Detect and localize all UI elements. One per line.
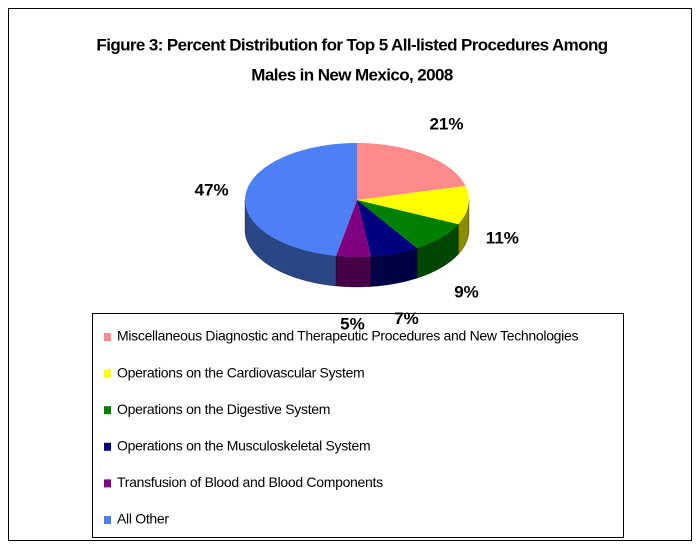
slice	[357, 200, 459, 249]
data-label: 7%	[394, 309, 419, 328]
slice	[357, 143, 466, 200]
chart-title: Males in New Mexico, 2008	[251, 65, 453, 84]
slice	[357, 185, 469, 225]
legend-swatch	[104, 333, 111, 341]
legend-label: Operations on the Digestive System	[117, 401, 330, 417]
legend-swatch	[104, 369, 111, 378]
legend-label: Transfusion of Blood and Blood Component…	[117, 474, 383, 490]
legend-label: Operations on the Musculoskeletal System	[117, 438, 370, 454]
legend-label: Miscellaneous Diagnostic and Therapeutic…	[117, 328, 578, 344]
slice	[245, 143, 357, 256]
slice	[336, 200, 372, 257]
data-label: 11%	[486, 228, 519, 247]
data-label: 21%	[429, 114, 463, 133]
data-label: 47%	[195, 181, 229, 200]
chart-title: Figure 3: Percent Distribution for Top 5…	[96, 35, 607, 54]
legend-box	[92, 313, 624, 538]
data-label: 9%	[454, 282, 479, 301]
legend-swatch	[104, 479, 111, 488]
legend-swatch	[104, 516, 111, 524]
slice-side	[335, 255, 372, 288]
slice	[357, 200, 418, 257]
data-label: 5%	[340, 314, 365, 333]
legend-label: All Other	[117, 511, 169, 527]
slice-side	[244, 199, 337, 287]
legend-label: Operations on the Cardiovascular System	[117, 364, 364, 380]
legend-swatch	[104, 442, 111, 451]
legend-swatch	[104, 406, 111, 415]
